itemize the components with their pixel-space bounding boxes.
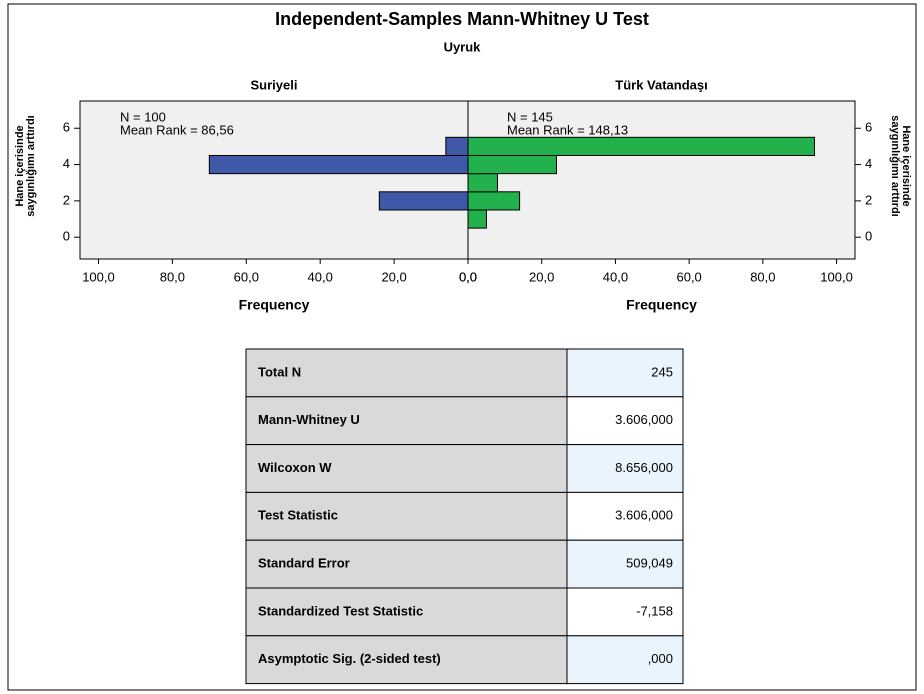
value-cell	[566, 539, 684, 589]
y-tick-label: 0	[865, 229, 872, 244]
chart-subtitle: Uyruk	[444, 39, 482, 54]
row-value: ,000	[648, 651, 673, 666]
y-tick-label: 0	[63, 229, 70, 244]
bar	[467, 209, 487, 229]
panel-title: Türk Vatandaşı	[615, 77, 707, 92]
bar	[445, 136, 469, 156]
label-cell	[245, 444, 568, 493]
x-tick-label: 80,0	[160, 269, 185, 284]
x-tick-label: 20,0	[529, 269, 554, 284]
x-tick-label: 40,0	[603, 269, 628, 284]
annotation: Mean Rank = 148,13	[507, 122, 628, 137]
label-cell	[245, 539, 568, 589]
row-label: Wilcoxon W	[258, 460, 332, 475]
x-tick-label: 60,0	[676, 269, 701, 284]
annotation: N = 100	[120, 109, 166, 124]
bar	[378, 191, 469, 211]
plot-area	[467, 100, 856, 260]
y-tick-label: 4	[63, 156, 70, 171]
y-tick-label: 6	[63, 120, 70, 135]
y-axis-label: saygınlığımı arttırdı	[25, 115, 37, 216]
row-label: Mann-Whitney U	[258, 412, 360, 427]
row-value: -7,158	[636, 603, 673, 618]
value-cell	[566, 396, 684, 446]
x-tick-label: 60,0	[234, 269, 259, 284]
bar	[208, 154, 469, 175]
row-label: Standard Error	[258, 556, 350, 571]
bar	[467, 136, 815, 156]
x-tick-label: 0,0	[459, 269, 477, 284]
x-axis-label: Frequency	[239, 297, 310, 313]
x-tick-label: 80,0	[750, 269, 775, 284]
panel-title: Suriyeli	[251, 77, 298, 92]
x-tick-label: 100,0	[820, 269, 853, 284]
label-cell	[245, 491, 568, 541]
x-tick-label: 100,0	[82, 269, 115, 284]
row-value: 509,049	[626, 556, 673, 571]
annotation: N = 145	[507, 109, 553, 124]
bar	[467, 173, 498, 193]
value-cell	[566, 348, 684, 398]
row-value: 3.606,000	[615, 508, 673, 523]
row-value: 8.656,000	[615, 460, 673, 475]
chart-title: Independent-Samples Mann-Whitney U Test	[275, 9, 649, 29]
plot-area	[79, 100, 469, 260]
row-label: Asymptotic Sig. (2-sided test)	[258, 651, 441, 666]
y-axis-label: Hane içerisinde	[14, 125, 26, 206]
row-label: Test Statistic	[258, 508, 338, 523]
x-axis-label: Frequency	[626, 297, 697, 313]
bar	[467, 191, 521, 211]
x-tick-label: 20,0	[381, 269, 406, 284]
y-axis-label: Hane içerisinde	[900, 125, 912, 206]
y-tick-label: 4	[865, 156, 872, 171]
x-tick-label: 40,0	[308, 269, 333, 284]
row-label: Total N	[258, 364, 301, 379]
row-value: 245	[651, 364, 673, 379]
y-tick-label: 2	[865, 192, 872, 207]
y-tick-label: 2	[63, 192, 70, 207]
label-cell	[245, 396, 568, 446]
annotation: Mean Rank = 86,56	[120, 122, 234, 137]
row-label: Standardized Test Statistic	[258, 603, 423, 618]
y-tick-label: 6	[865, 120, 872, 135]
x-tick-label: 0,0	[459, 269, 477, 284]
y-axis-label: saygınlığımı arttırdı	[889, 115, 901, 216]
label-cell	[245, 587, 568, 637]
value-cell	[566, 587, 684, 637]
label-cell	[245, 635, 568, 685]
bar	[467, 154, 557, 175]
value-cell	[566, 635, 684, 685]
row-value: 3.606,000	[615, 412, 673, 427]
